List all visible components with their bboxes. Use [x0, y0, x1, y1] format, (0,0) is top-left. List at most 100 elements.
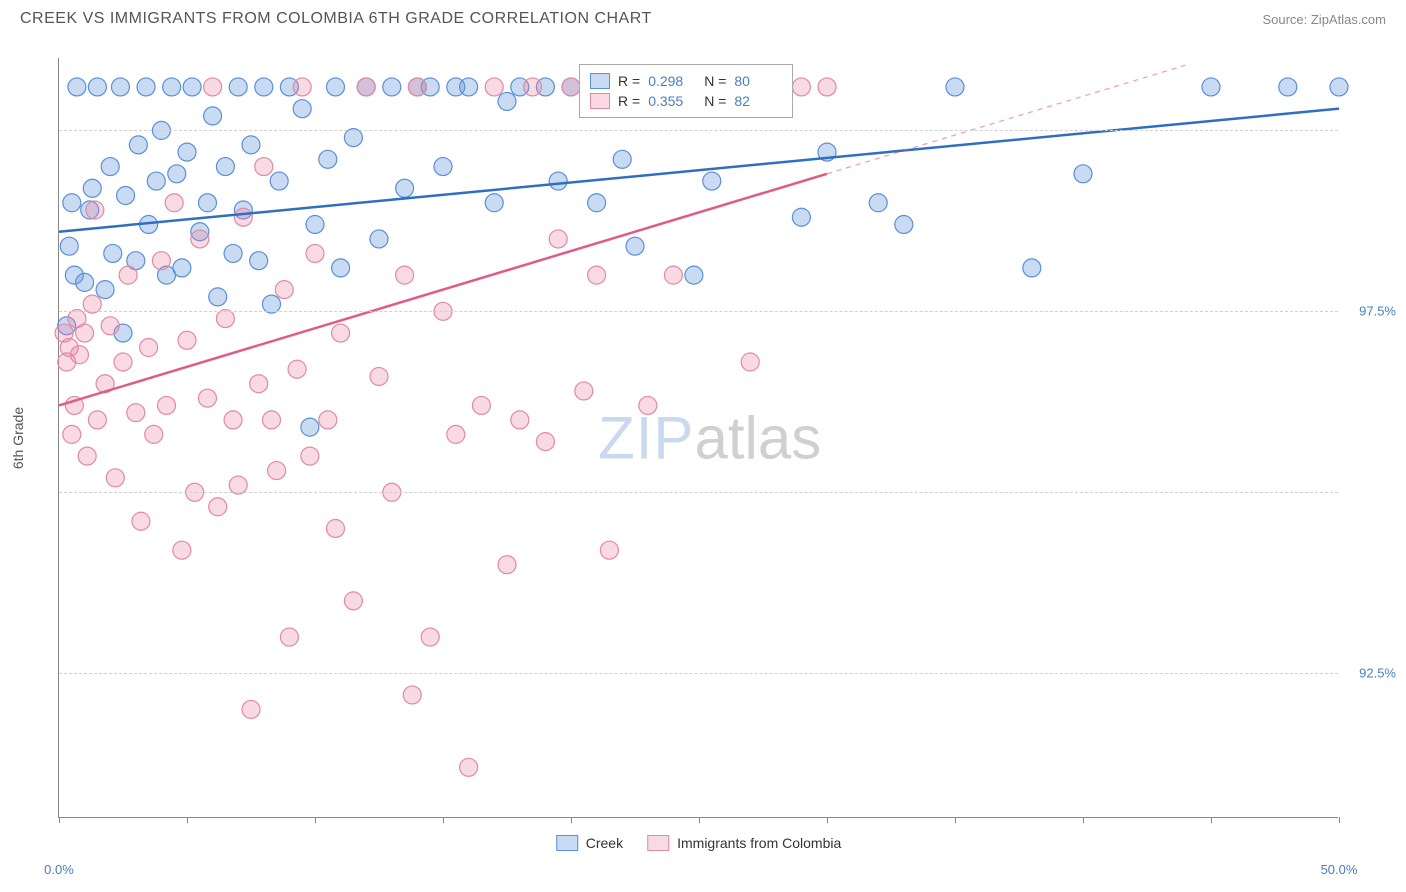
legend-n-label: N =	[704, 93, 726, 109]
data-point	[127, 404, 145, 422]
data-point	[255, 78, 273, 96]
legend-swatch	[647, 835, 669, 851]
data-point	[101, 317, 119, 335]
data-point	[88, 411, 106, 429]
data-point	[242, 136, 260, 154]
series-legend-item: Creek	[556, 835, 623, 851]
data-point	[511, 411, 529, 429]
data-point	[140, 339, 158, 357]
data-point	[600, 541, 618, 559]
source-link[interactable]: ZipAtlas.com	[1311, 12, 1386, 27]
series-legend-item: Immigrants from Colombia	[647, 835, 841, 851]
data-point	[68, 78, 86, 96]
data-point	[396, 179, 414, 197]
data-point	[626, 237, 644, 255]
data-point	[741, 353, 759, 371]
data-point	[792, 208, 810, 226]
data-point	[76, 273, 94, 291]
legend-r-label: R =	[618, 73, 640, 89]
data-point	[472, 396, 490, 414]
data-point	[119, 266, 137, 284]
data-point	[319, 411, 337, 429]
data-point	[588, 266, 606, 284]
data-point	[191, 230, 209, 248]
data-point	[434, 158, 452, 176]
x-tick	[1211, 817, 1212, 823]
data-point	[383, 78, 401, 96]
data-point	[76, 324, 94, 342]
data-point	[173, 259, 191, 277]
data-point	[250, 252, 268, 270]
data-point	[703, 172, 721, 190]
data-point	[229, 78, 247, 96]
data-point	[280, 628, 298, 646]
data-point	[1279, 78, 1297, 96]
x-tick	[443, 817, 444, 823]
data-point	[447, 425, 465, 443]
data-point	[288, 360, 306, 378]
data-point	[165, 194, 183, 212]
data-point	[104, 244, 122, 262]
data-point	[485, 78, 503, 96]
data-point	[460, 78, 478, 96]
series-name: Creek	[586, 835, 623, 851]
legend-n-label: N =	[704, 73, 726, 89]
data-point	[306, 215, 324, 233]
data-point	[63, 194, 81, 212]
data-point	[498, 556, 516, 574]
data-point	[204, 78, 222, 96]
data-point	[168, 165, 186, 183]
plot-area: ZIPatlas R = 0.298N = 80R = 0.355N = 82 …	[58, 58, 1338, 818]
data-point	[163, 78, 181, 96]
chart-title: CREEK VS IMMIGRANTS FROM COLOMBIA 6TH GR…	[20, 10, 652, 28]
data-point	[83, 179, 101, 197]
data-point	[178, 331, 196, 349]
y-tick-label: 92.5%	[1359, 666, 1396, 681]
data-point	[562, 78, 580, 96]
data-point	[234, 208, 252, 226]
data-point	[183, 78, 201, 96]
data-point	[408, 78, 426, 96]
data-point	[101, 158, 119, 176]
x-tick	[955, 817, 956, 823]
data-point	[106, 469, 124, 487]
data-point	[549, 172, 567, 190]
data-point	[63, 425, 81, 443]
data-point	[946, 78, 964, 96]
data-point	[132, 512, 150, 530]
trend-line-extrapolated	[827, 65, 1185, 174]
data-point	[1202, 78, 1220, 96]
data-point	[250, 375, 268, 393]
data-point	[549, 230, 567, 248]
data-point	[895, 215, 913, 233]
data-point	[88, 78, 106, 96]
data-point	[117, 187, 135, 205]
data-point	[293, 78, 311, 96]
data-point	[403, 686, 421, 704]
legend-r-label: R =	[618, 93, 640, 109]
data-point	[158, 396, 176, 414]
data-point	[242, 700, 260, 718]
data-point	[370, 367, 388, 385]
x-tick	[571, 817, 572, 823]
x-tick	[827, 817, 828, 823]
data-point	[178, 143, 196, 161]
data-point	[255, 158, 273, 176]
data-point	[524, 78, 542, 96]
data-point	[111, 78, 129, 96]
correlation-legend: R = 0.298N = 80R = 0.355N = 82	[579, 64, 793, 118]
data-point	[1074, 165, 1092, 183]
plot-svg	[59, 58, 1339, 818]
legend-r-value: 0.355	[648, 93, 696, 109]
data-point	[224, 244, 242, 262]
data-point	[198, 194, 216, 212]
data-point	[137, 78, 155, 96]
data-point	[421, 628, 439, 646]
chart-source: Source: ZipAtlas.com	[1262, 12, 1386, 27]
data-point	[275, 281, 293, 299]
x-tick	[315, 817, 316, 823]
data-point	[60, 237, 78, 255]
data-point	[301, 418, 319, 436]
data-point	[262, 411, 280, 429]
x-tick	[699, 817, 700, 823]
